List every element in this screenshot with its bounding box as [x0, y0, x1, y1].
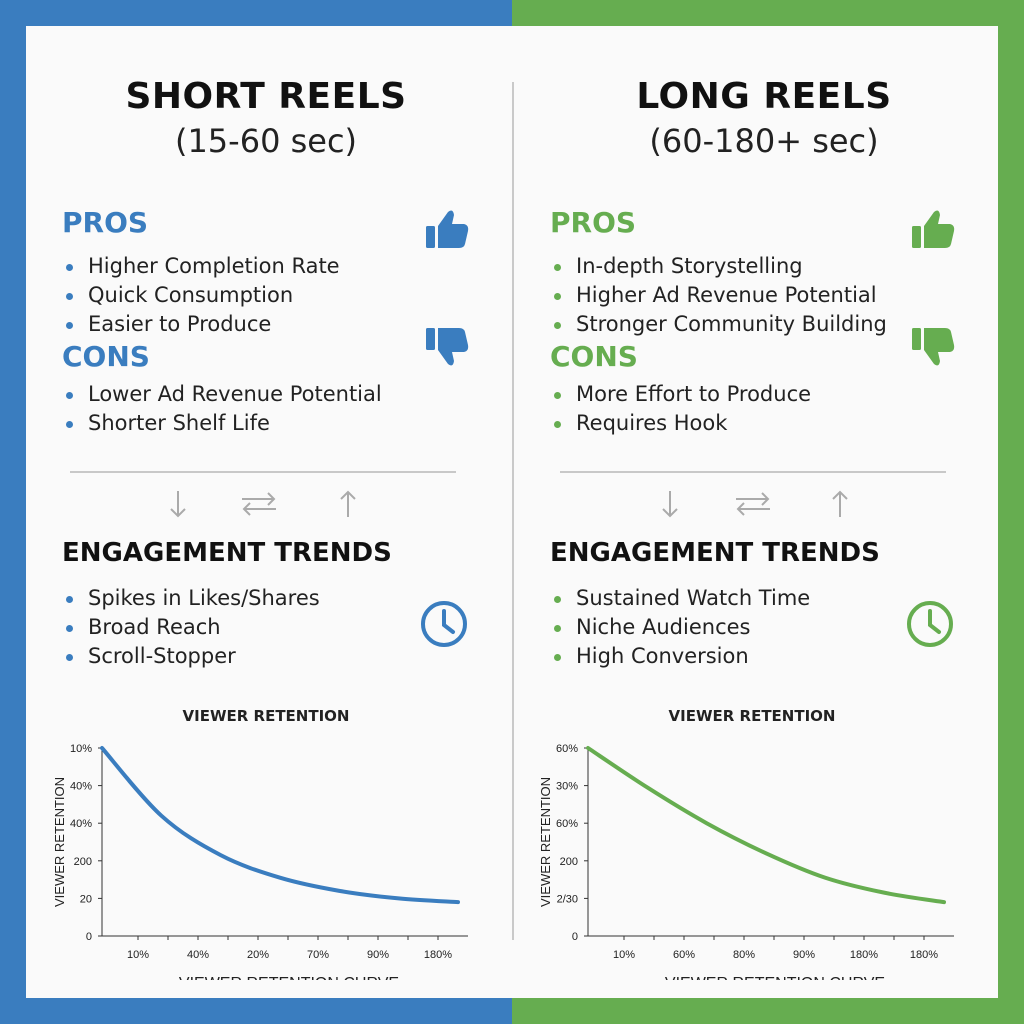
pros-heading: PROS: [550, 206, 637, 239]
x-tick-label: 10%: [127, 949, 149, 961]
thumbs-down-icon: [912, 328, 955, 366]
list-item: Scroll-Stopper: [62, 642, 320, 671]
y-tick-label: 200: [560, 856, 578, 868]
list-item: High Conversion: [550, 642, 810, 671]
y-axis-label: VIEWER RETENTION: [538, 777, 553, 907]
x-tick-label: 90%: [367, 949, 389, 961]
clock-icon: [907, 601, 953, 647]
x-tick-label: 80%: [733, 949, 755, 961]
x-tick-label: 70%: [307, 949, 329, 961]
x-tick-label: 60%: [673, 949, 695, 961]
y-tick-label: 0: [572, 931, 578, 943]
arrow-up-icon: [832, 490, 848, 517]
y-tick-label: 200: [74, 856, 92, 868]
retention-curve: [586, 746, 946, 905]
retention-chart: 60% 30% 60% 200 2/30 0 10% 60% 80% 90% 180% 180% VIE…: [538, 743, 954, 980]
list-item: Lower Ad Revenue Potential: [62, 380, 382, 409]
pros-list: In-depth Storystelling Higher Ad Revenue…: [550, 252, 887, 339]
y-tick-label: 60%: [556, 818, 578, 830]
y-tick-label: 30%: [556, 781, 578, 793]
list-item: Quick Consumption: [62, 281, 340, 310]
swap-arrows-icon: [736, 492, 770, 516]
list-item: Shorter Shelf Life: [62, 409, 382, 438]
x-tick-label: 180%: [910, 949, 938, 961]
arrow-down-icon: [170, 491, 186, 518]
list-item: Higher Ad Revenue Potential: [550, 281, 887, 310]
y-tick-label: 10%: [70, 743, 92, 755]
list-item: In-depth Storystelling: [550, 252, 887, 281]
clock-icon: [421, 601, 467, 647]
panel-title: SHORT REELS: [125, 76, 407, 117]
engagement-heading: ENGAGEMENT TRENDS: [62, 538, 392, 568]
list-item: Spikes in Likes/Shares: [62, 584, 320, 613]
cons-list: Lower Ad Revenue Potential Shorter Shelf…: [62, 380, 382, 438]
center-divider: [512, 82, 514, 940]
list-item: Requires Hook: [550, 409, 811, 438]
thumbs-up-icon: [912, 210, 955, 248]
short-reels-panel: SHORT REELS (15-60 sec) PROS Higher Comp…: [26, 26, 512, 998]
x-tick-label: 90%: [793, 949, 815, 961]
panel-title: LONG REELS: [636, 76, 892, 117]
y-tick-label: 20: [80, 893, 92, 905]
x-tick-label: 40%: [187, 949, 209, 961]
retention-curve: [100, 746, 460, 905]
y-tick-label: 40%: [70, 818, 92, 830]
x-tick-label: 180%: [850, 949, 878, 961]
chart-title: VIEWER RETENTION: [182, 707, 350, 725]
pros-list: Higher Completion Rate Quick Consumption…: [62, 252, 340, 339]
trends-list: Sustained Watch Time Niche Audiences Hig…: [550, 584, 810, 671]
list-item: Broad Reach: [62, 613, 320, 642]
panel-subtitle: (15-60 sec): [174, 122, 358, 160]
y-tick-label: 60%: [556, 743, 578, 755]
list-item: Niche Audiences: [550, 613, 810, 642]
list-item: More Effort to Produce: [550, 380, 811, 409]
y-tick-label: 0: [86, 931, 92, 943]
arrow-up-icon: [340, 490, 356, 517]
y-axis-label: VIEWER RETENTION: [52, 777, 67, 907]
swap-arrows-icon: [242, 492, 276, 516]
cons-list: More Effort to Produce Requires Hook: [550, 380, 811, 438]
cons-heading: CONS: [62, 340, 150, 373]
thumbs-up-icon: [426, 210, 469, 248]
x-tick-label: 10%: [613, 949, 635, 961]
panel-subtitle: (60-180+ sec): [649, 122, 879, 160]
y-tick-label: 2/30: [557, 893, 578, 905]
trends-list: Spikes in Likes/Shares Broad Reach Scrol…: [62, 584, 320, 671]
list-item: Stronger Community Building: [550, 310, 887, 339]
x-tick-label: 180%: [424, 949, 452, 961]
x-axis-label: VIEWER RETENTION CURVE: [665, 975, 885, 980]
x-tick-label: 20%: [247, 949, 269, 961]
section-separator: [70, 471, 456, 473]
chart-title: VIEWER RETENTION: [668, 707, 836, 725]
y-tick-label: 40%: [70, 781, 92, 793]
list-item: Higher Completion Rate: [62, 252, 340, 281]
list-item: Easier to Produce: [62, 310, 340, 339]
list-item: Sustained Watch Time: [550, 584, 810, 613]
section-separator: [560, 471, 946, 473]
arrow-down-icon: [662, 491, 678, 518]
engagement-heading: ENGAGEMENT TRENDS: [550, 538, 880, 568]
cons-heading: CONS: [550, 340, 638, 373]
pros-heading: PROS: [62, 206, 149, 239]
thumbs-down-icon: [426, 328, 469, 366]
long-reels-panel: LONG REELS (60-180+ sec) PROS In-depth S…: [512, 26, 998, 998]
x-axis-label: VIEWER RETENTION CURVE: [179, 975, 399, 980]
